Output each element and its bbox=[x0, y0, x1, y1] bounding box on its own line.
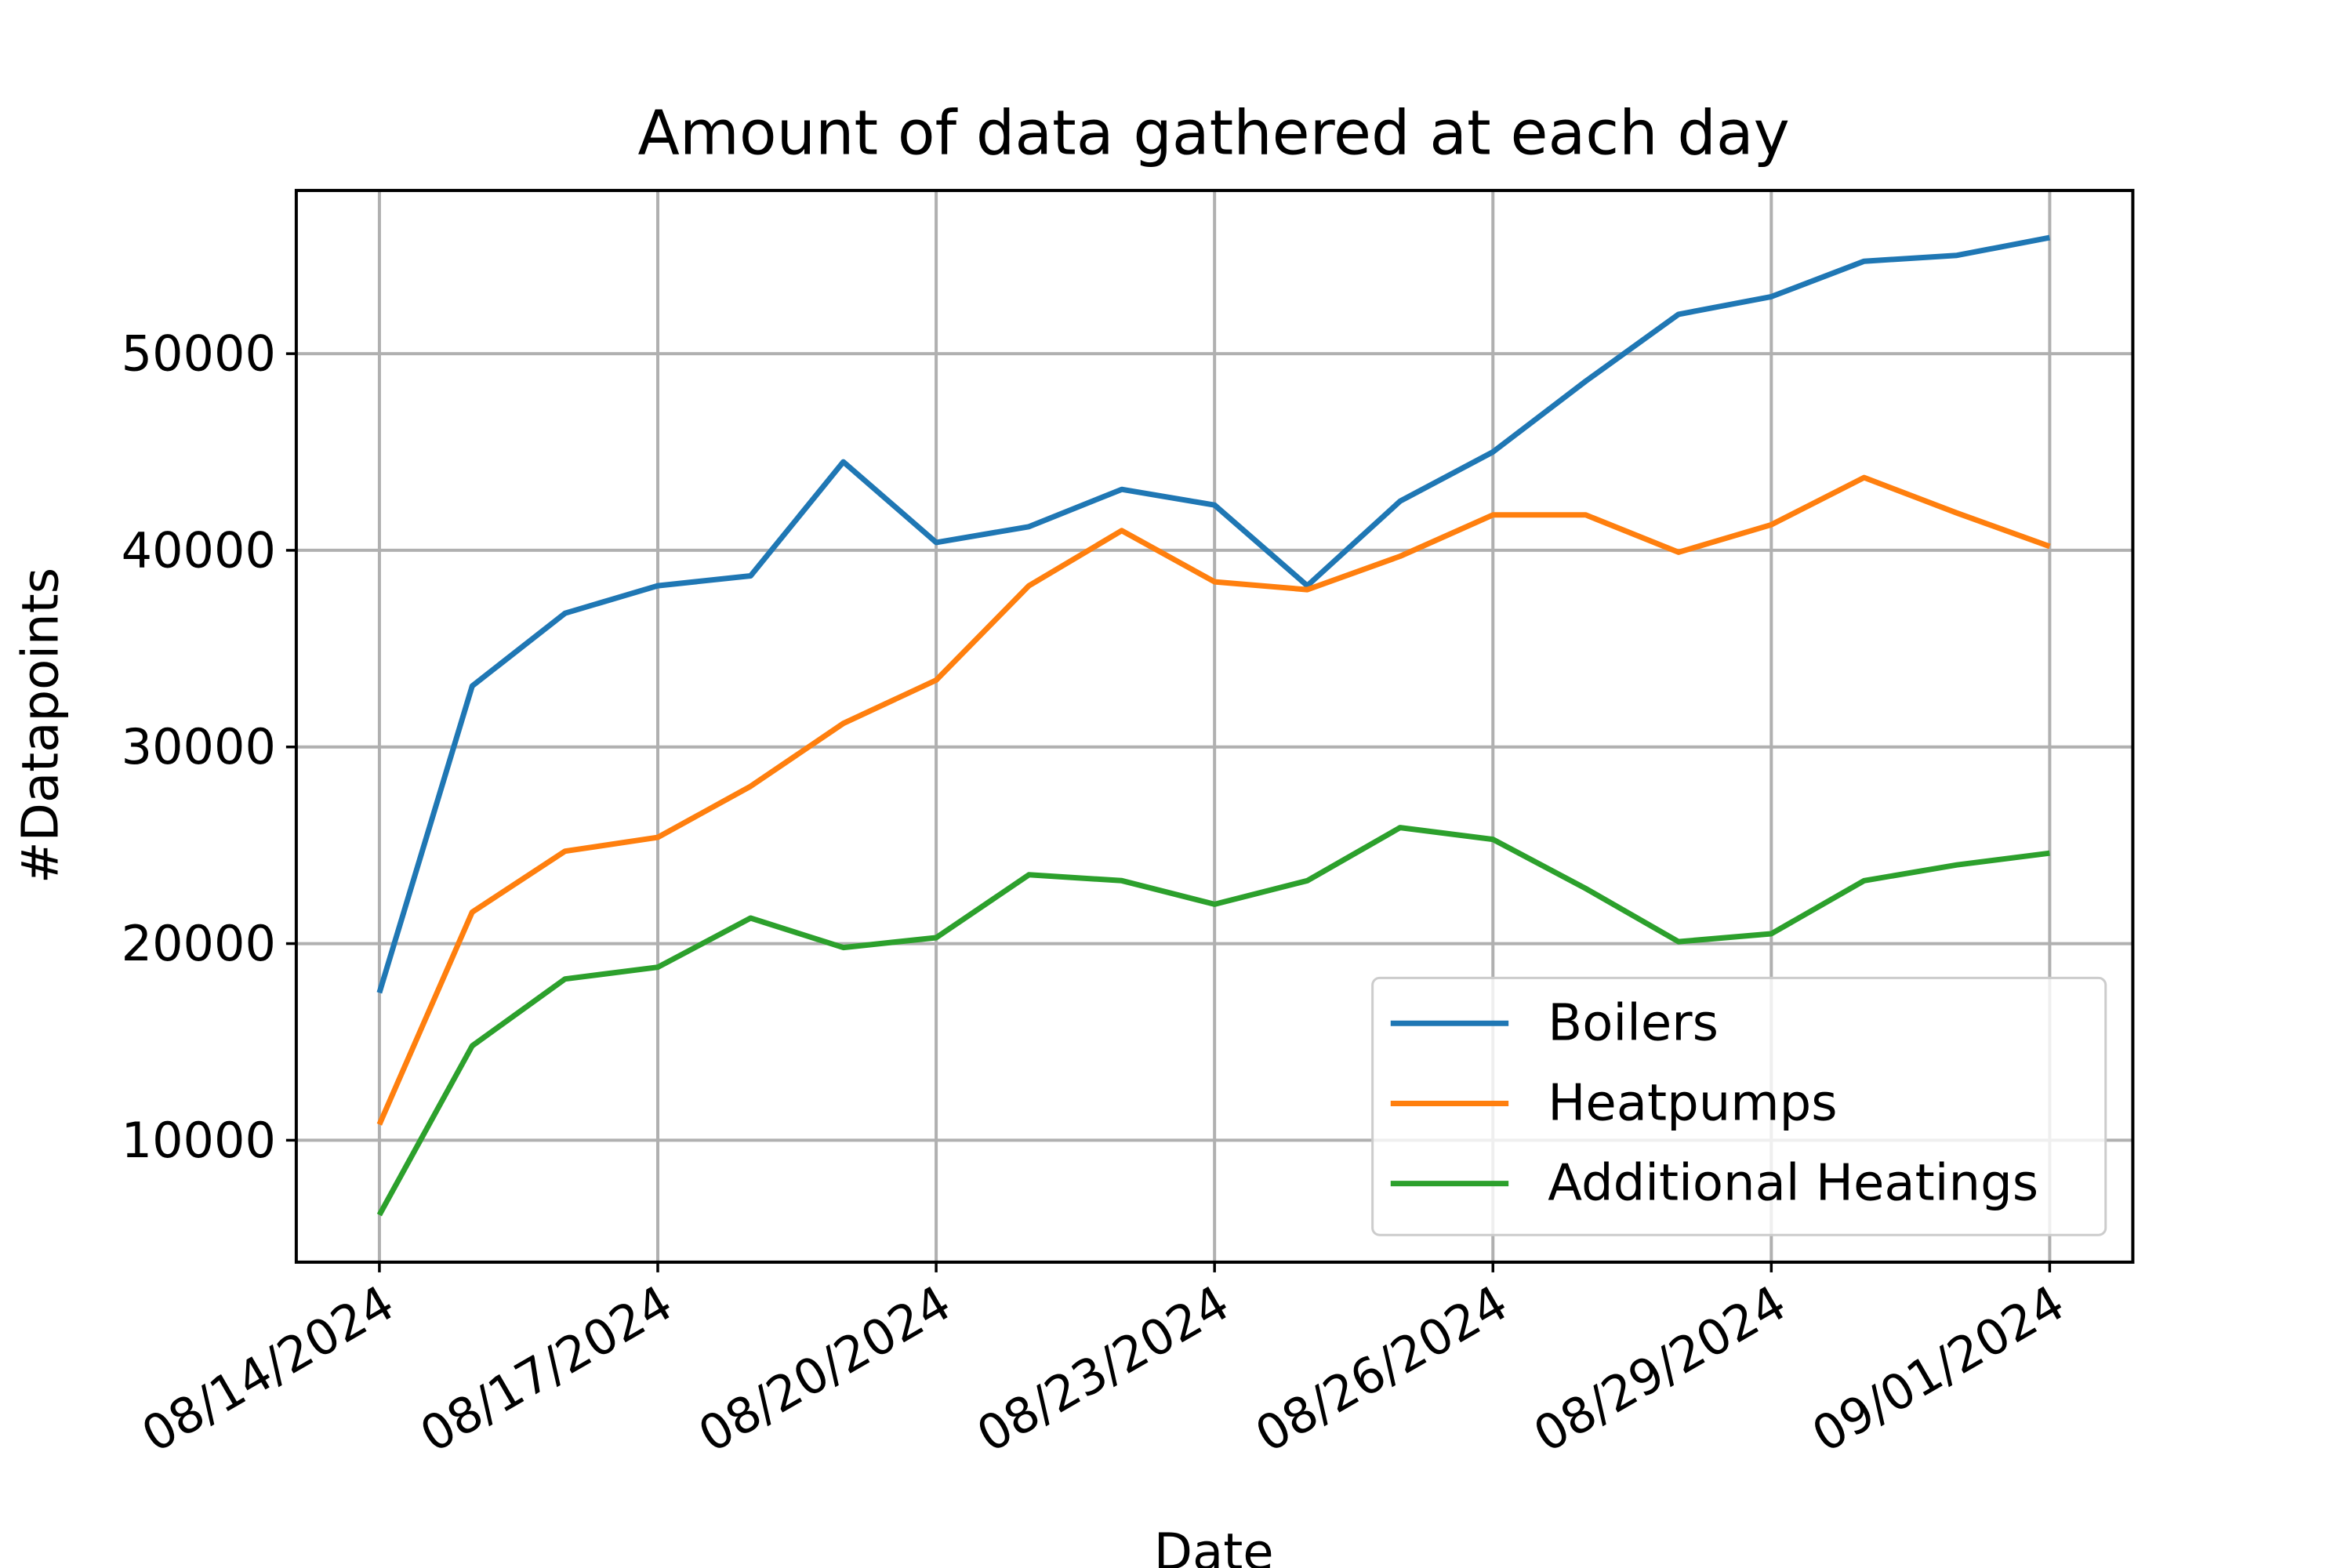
chart-title: Amount of data gathered at each day bbox=[638, 99, 1790, 169]
x-tick-label-08-23-2024: 08/23/2024 bbox=[967, 1274, 1239, 1464]
x-tick-label-08-26-2024: 08/26/2024 bbox=[1246, 1274, 1517, 1464]
y-tick-label-40000: 40000 bbox=[122, 521, 276, 579]
series-line-heatpumps bbox=[376, 474, 2051, 1126]
y-tick-label-30000: 30000 bbox=[122, 718, 276, 775]
x-tick-label-08-14-2024: 08/14/2024 bbox=[132, 1274, 404, 1464]
legend-label-heatpumps: Heatpumps bbox=[1548, 1074, 1837, 1132]
legend-box bbox=[1371, 976, 2107, 1236]
x-tick-label-08-20-2024: 08/20/2024 bbox=[689, 1274, 960, 1464]
axis-ticks: 08/14/2024 08/17/2024 08/20/2024 08/23/2024… bbox=[122, 325, 2074, 1464]
x-tick-label-08-29-2024: 08/29/2024 bbox=[1524, 1274, 1795, 1464]
series-line-boilers bbox=[376, 234, 2051, 994]
legend-label-boilers: Boilers bbox=[1548, 994, 1719, 1052]
y-tick-label-20000: 20000 bbox=[122, 915, 276, 972]
legend: Boilers Heatpumps Additional Heatings bbox=[1371, 976, 2107, 1236]
y-tick-label-50000: 50000 bbox=[122, 325, 276, 383]
series-lines bbox=[376, 234, 2051, 1217]
x-tick-label-09-01-2024: 09/01/2024 bbox=[1802, 1274, 2074, 1464]
x-tick-label-08-17-2024: 08/17/2024 bbox=[411, 1274, 682, 1464]
grid bbox=[296, 190, 2133, 1262]
plot-frame bbox=[294, 188, 2135, 1264]
x-axis-label: Date bbox=[1154, 1523, 1274, 1568]
series-line-additional-heatings bbox=[376, 825, 2050, 1217]
y-axis-label: #Datapoints bbox=[12, 568, 70, 884]
legend-label-additional-heatings: Additional Heatings bbox=[1548, 1155, 2038, 1213]
y-tick-label-10000: 10000 bbox=[122, 1112, 276, 1169]
